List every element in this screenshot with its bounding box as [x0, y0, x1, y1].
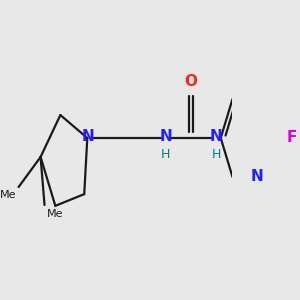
Text: O: O: [184, 74, 197, 88]
Text: H: H: [211, 148, 221, 161]
Text: Me: Me: [47, 209, 63, 220]
Text: N: N: [210, 129, 222, 144]
Text: N: N: [159, 129, 172, 144]
Text: H: H: [161, 148, 170, 161]
Text: Me: Me: [0, 190, 16, 200]
Text: N: N: [82, 129, 94, 144]
Text: N: N: [250, 169, 263, 184]
Text: F: F: [286, 130, 296, 146]
